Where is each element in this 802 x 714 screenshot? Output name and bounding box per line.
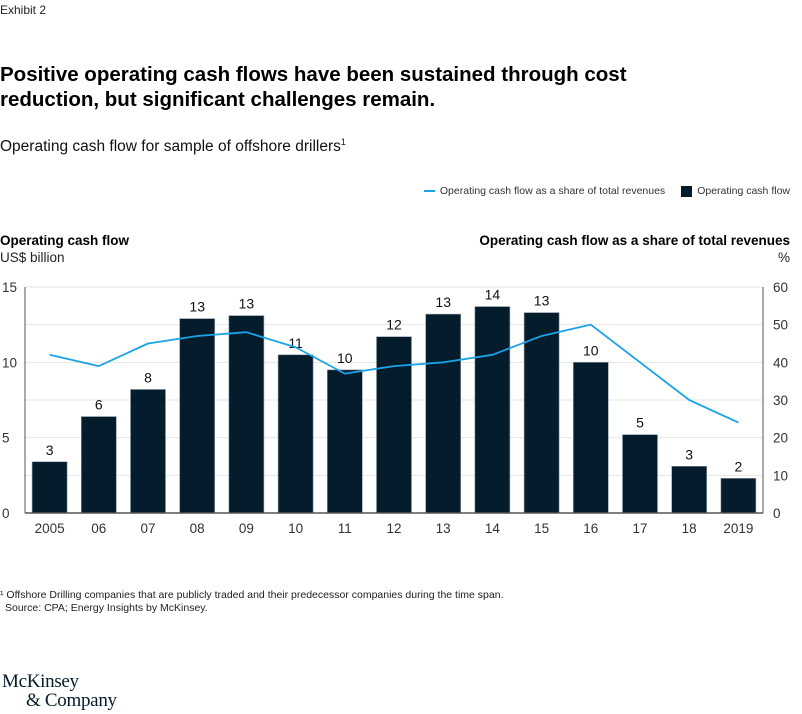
bar-data-label: 11: [288, 335, 303, 351]
source-note: Source: CPA; Energy Insights by McKinsey…: [5, 602, 208, 614]
x-tick-label: 12: [386, 521, 401, 536]
footnote-marker: 1: [340, 137, 346, 147]
x-tick-label: 10: [288, 521, 303, 536]
x-tick-label: 2019: [723, 521, 753, 536]
chart-headline: Positive operating cash flows have been …: [0, 63, 627, 111]
right-tick-label: 10: [773, 468, 788, 483]
data-labels: 3 6 8 13 13 11 10 12 13 14 13 10 5 3 2: [46, 287, 743, 475]
legend-line-swatch: [423, 190, 435, 192]
x-tick-label: 13: [436, 521, 451, 536]
axes: [24, 287, 764, 514]
logo-line-1: McKinsey: [2, 671, 79, 692]
bar-data-label: 13: [435, 294, 451, 310]
bar-data-label: 10: [337, 350, 353, 366]
x-tick-label: 14: [485, 521, 501, 536]
bar: [523, 312, 560, 514]
right-tick-label: 0: [773, 506, 781, 521]
x-tick-label: 15: [534, 521, 549, 536]
x-tick-label: 07: [140, 521, 155, 536]
bar: [277, 354, 314, 514]
bar: [671, 465, 708, 514]
bar-data-label: 13: [239, 296, 255, 312]
left-axis-title: Operating cash flow: [0, 233, 130, 248]
x-tick-label: 2005: [35, 521, 65, 536]
bar: [474, 306, 511, 514]
bars: [31, 306, 757, 514]
bar-data-label: 13: [534, 293, 550, 309]
right-tick-label: 20: [773, 431, 788, 446]
bar: [228, 315, 265, 514]
bar-data-label: 3: [685, 446, 693, 462]
left-tick-label: 15: [2, 280, 17, 295]
left-tick-label: 5: [2, 431, 10, 446]
bar: [179, 318, 215, 514]
right-tick-label: 60: [773, 280, 788, 295]
x-tick-label: 08: [190, 521, 205, 536]
right-tick-label: 50: [773, 318, 788, 333]
bar: [425, 313, 462, 514]
x-tick-label: 18: [682, 521, 697, 536]
bar-data-label: 13: [189, 299, 205, 315]
chart-subtitle: Operating cash flow for sample of offsho…: [0, 137, 346, 156]
bar: [720, 478, 757, 514]
share-line: [49, 323, 739, 424]
bar: [31, 461, 68, 514]
bar-data-label: 5: [636, 415, 644, 431]
right-axis-unit: %: [777, 250, 790, 265]
bar: [81, 416, 117, 514]
right-tick-label: 30: [773, 393, 788, 408]
footnotes: ¹ Offshore Drilling companies that are p…: [0, 589, 504, 615]
bar-data-label: 3: [46, 442, 54, 458]
bar-data-label: 2: [735, 458, 743, 474]
x-tick-label: 06: [91, 521, 106, 536]
legend: Operating cash flow as a share of total …: [423, 185, 790, 197]
x-tick-label: 17: [632, 521, 647, 536]
bar: [572, 362, 609, 514]
legend-bar-label: Operating cash flow: [697, 185, 790, 197]
bar: [622, 434, 658, 514]
x-tick-label: 11: [338, 521, 352, 536]
combo-chart: 3 6 8 13 13 11 10 12 13 14 13 10 5 3 2 0 5 10 15 0 10 20 30 40…: [2, 280, 788, 536]
logo-line-2: & Company: [26, 690, 117, 711]
footnote-1: ¹ Offshore Drilling companies that are p…: [0, 589, 504, 601]
bar-data-label: 14: [485, 287, 501, 303]
left-tick-label: 0: [2, 506, 10, 521]
bar: [326, 369, 363, 514]
right-tick-label: 40: [773, 355, 788, 370]
mckinsey-logo: McKinsey & Company: [2, 672, 117, 710]
bar: [376, 336, 412, 514]
x-tick-label: 09: [239, 521, 254, 536]
tick-labels: 0 5 10 15 0 10 20 30 40 50 60 2005 06 07 08 09 10 11 12 13 1…: [2, 280, 788, 536]
right-axis-title: Operating cash flow as a share of total …: [479, 233, 790, 248]
legend-bar-swatch: [681, 185, 693, 197]
bar-data-label: 12: [386, 317, 402, 333]
bar-data-label: 8: [144, 369, 152, 385]
bar-data-label: 10: [583, 342, 599, 358]
exhibit-label: Exhibit 2: [0, 3, 47, 17]
x-tick-label: 16: [583, 521, 598, 536]
bar: [130, 389, 166, 514]
left-axis-unit: US$ billion: [0, 250, 65, 265]
legend-line-label: Operating cash flow as a share of total …: [439, 185, 666, 197]
bar-data-label: 6: [95, 397, 103, 413]
left-tick-label: 10: [2, 355, 17, 370]
subtitle-text: Operating cash flow for sample of offsho…: [0, 138, 341, 155]
